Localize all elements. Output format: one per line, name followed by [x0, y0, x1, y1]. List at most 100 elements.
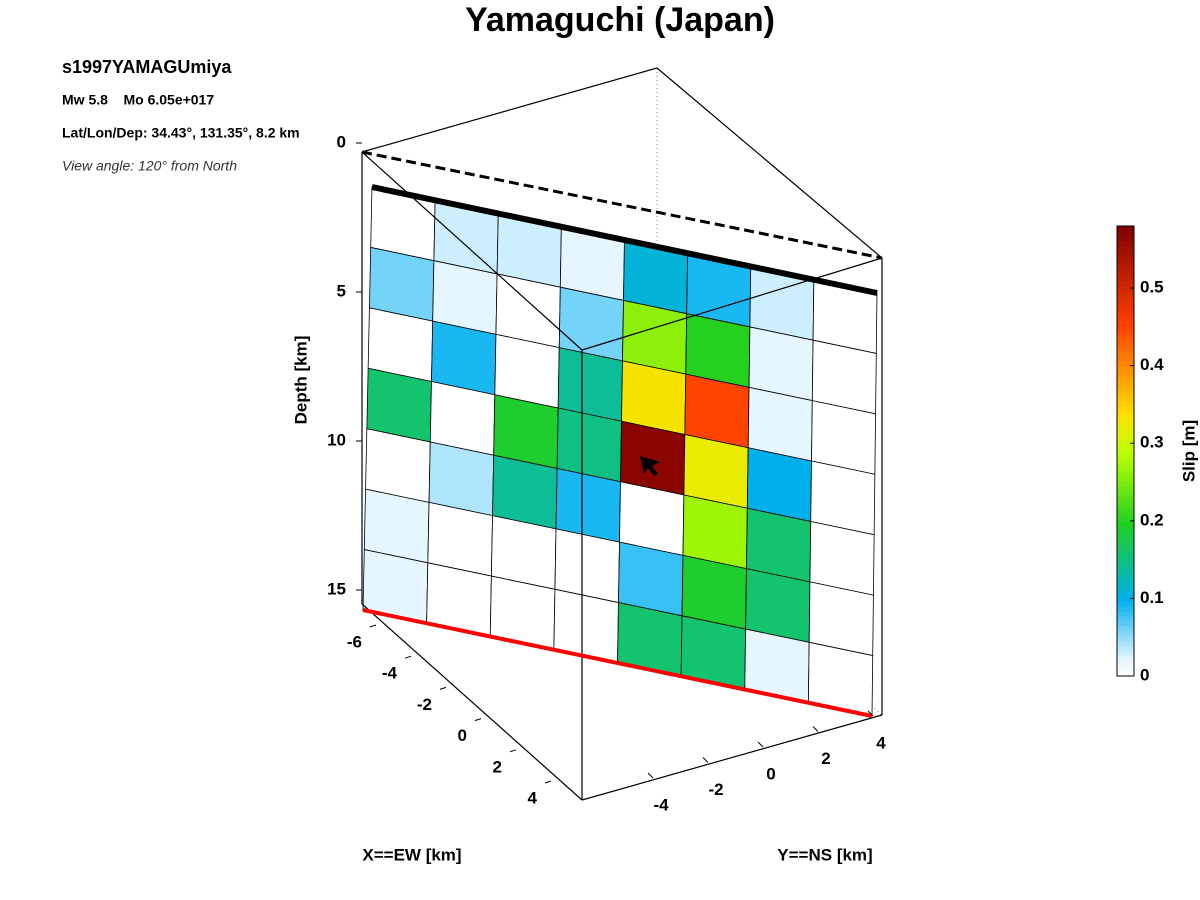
colorbar-swatch: [1117, 656, 1134, 662]
colorbar-swatch: [1117, 506, 1134, 512]
colorbar-swatch: [1117, 446, 1134, 452]
colorbar-swatch: [1117, 526, 1134, 532]
colorbar-swatch: [1117, 601, 1134, 607]
x-tick: [509, 749, 517, 753]
colorbar-tick-label: 0.4: [1140, 355, 1164, 374]
x-tick-label: 2: [493, 757, 502, 776]
colorbar-swatch: [1117, 536, 1134, 542]
colorbar-label: Slip [m]: [1179, 420, 1198, 482]
colorbar-swatch: [1117, 421, 1134, 427]
colorbar-swatch: [1117, 496, 1134, 502]
box-edges: [361, 67, 883, 801]
z-tick-label: 10: [327, 430, 346, 449]
colorbar-swatch: [1117, 666, 1134, 672]
colorbar-swatch: [1117, 256, 1134, 262]
colorbar-swatch: [1117, 626, 1134, 632]
y-tick-label: -2: [708, 780, 723, 799]
z-tick-label: 0: [337, 132, 346, 151]
location: Lat/Lon/Dep: 34.43°, 131.35°, 8.2 km: [62, 125, 300, 141]
colorbar-tick-label: 0.1: [1140, 588, 1164, 607]
colorbar-swatch: [1117, 231, 1134, 237]
colorbar-swatch: [1117, 511, 1134, 517]
x-tick-label: -6: [347, 632, 362, 651]
box-edge: [656, 67, 883, 259]
y-tick-label: 0: [766, 764, 775, 783]
colorbar-swatch: [1117, 316, 1134, 322]
colorbar-swatch: [1117, 356, 1134, 362]
y-tick-label: -4: [653, 795, 669, 814]
y-axis-label: Y==NS [km]: [777, 845, 872, 864]
colorbar-swatch: [1117, 376, 1134, 382]
view-angle: View angle: 120° from North: [62, 158, 237, 174]
colorbar-swatch: [1117, 481, 1134, 487]
colorbar-swatch: [1117, 546, 1134, 552]
colorbar-swatch: [1117, 331, 1134, 337]
colorbar-swatch: [1117, 471, 1134, 477]
colorbar-swatch: [1117, 251, 1134, 257]
colorbar-swatch: [1117, 541, 1134, 547]
colorbar-swatch: [1117, 396, 1134, 402]
colorbar-tick-label: 0.2: [1140, 510, 1164, 529]
box-edge: [361, 151, 583, 351]
colorbar-swatch: [1117, 466, 1134, 472]
colorbar-swatch: [1117, 646, 1134, 652]
fault-plane: [362, 186, 878, 717]
colorbar-swatch: [1117, 486, 1134, 492]
box-edge: [361, 67, 658, 153]
colorbar-swatch: [1117, 581, 1134, 587]
colorbar-swatch: [1117, 406, 1134, 412]
colorbar-swatch: [1117, 621, 1134, 627]
colorbar-swatch: [1117, 336, 1134, 342]
colorbar-swatch: [1117, 586, 1134, 592]
fault-bottom: [362, 608, 873, 718]
z-tick-label: 15: [327, 579, 346, 598]
box-edge: [581, 257, 883, 351]
colorbar-swatch: [1117, 521, 1134, 527]
colorbar-swatch: [1117, 456, 1134, 462]
colorbar-tick-label: 0: [1140, 665, 1149, 684]
x-tick-label: -2: [417, 695, 432, 714]
colorbar-swatch: [1117, 261, 1134, 267]
colorbar-swatch: [1117, 271, 1134, 277]
colorbar-swatch: [1117, 426, 1134, 432]
colorbar-frame: [1116, 225, 1135, 677]
x-tick: [474, 718, 482, 722]
colorbar-swatch: [1117, 616, 1134, 622]
box-edge: [581, 714, 883, 801]
z-tick-label: 5: [337, 281, 346, 300]
colorbar-swatch: [1117, 346, 1134, 352]
x-tick: [369, 624, 377, 628]
colorbar-swatch: [1117, 636, 1134, 642]
colorbar-swatch: [1117, 326, 1134, 332]
colorbar-swatch: [1117, 386, 1134, 392]
colorbar-swatch: [1117, 366, 1134, 372]
colorbar-swatch: [1117, 276, 1134, 282]
colorbar-swatch: [1117, 236, 1134, 242]
x-axis-label: X==EW [km]: [362, 845, 461, 864]
magnitude: Mw 5.8 Mo 6.05e+017: [62, 92, 214, 108]
colorbar-swatch: [1117, 516, 1134, 522]
colorbar-swatch: [1117, 351, 1134, 357]
colorbar-swatch: [1117, 551, 1134, 557]
colorbar-swatch: [1117, 566, 1134, 572]
y-tick: [757, 741, 764, 748]
colorbar-swatch: [1117, 641, 1134, 647]
x-tick-label: 0: [458, 726, 467, 745]
x-tick-label: 4: [528, 788, 538, 807]
y-tick: [647, 772, 654, 779]
colorbar-swatch: [1117, 576, 1134, 582]
colorbar-swatch: [1117, 361, 1134, 367]
colorbar-swatch: [1117, 241, 1134, 247]
colorbar-swatch: [1117, 591, 1134, 597]
colorbar-swatch: [1117, 296, 1134, 302]
colorbar-swatch: [1117, 571, 1134, 577]
y-tick-label: 2: [821, 749, 830, 768]
colorbar-swatch: [1117, 266, 1134, 272]
fault-top: [371, 184, 878, 296]
x-tick: [404, 655, 412, 659]
colorbar-swatch: [1117, 461, 1134, 467]
chart-title: Yamaguchi (Japan): [465, 1, 775, 39]
hypocenter: [640, 456, 660, 476]
colorbar-swatch: [1117, 611, 1134, 617]
